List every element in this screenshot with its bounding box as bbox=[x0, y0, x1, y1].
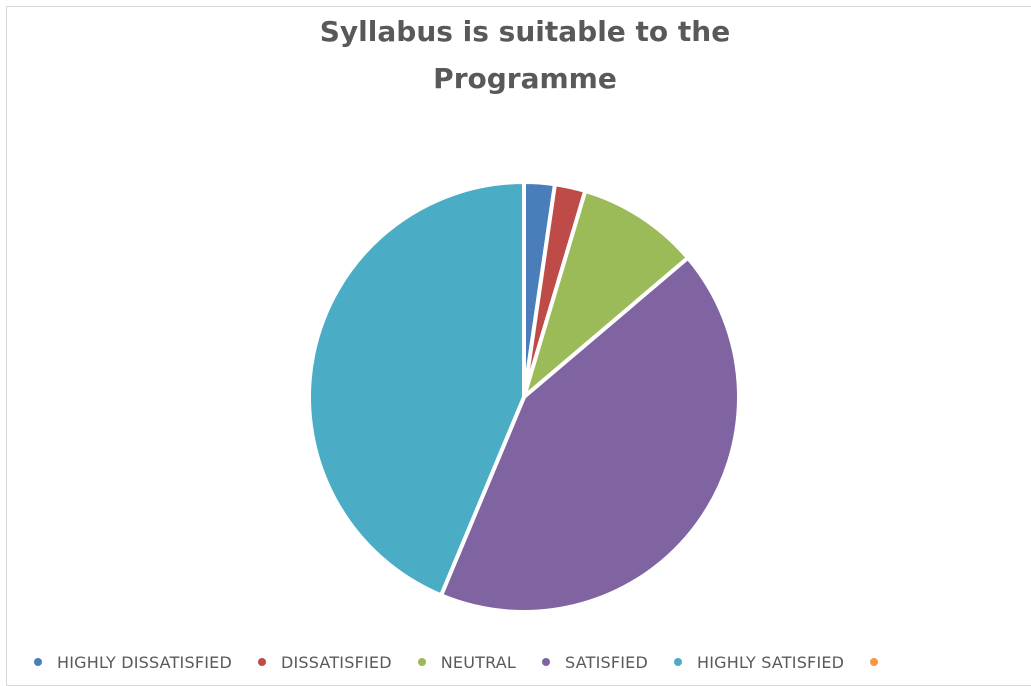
pie-slice-neutral bbox=[522, 188, 690, 399]
legend-label: NEUTRAL bbox=[440, 652, 517, 672]
legend-item-satisfied: SATISFIED bbox=[542, 653, 648, 672]
legend-item-highly-dissatisfied: HIGHLY DISSATISFIED bbox=[34, 653, 232, 672]
legend-marker bbox=[34, 658, 42, 666]
legend-label: DISSATISFIED bbox=[280, 652, 392, 672]
legend-item-dissatisfied: DISSATISFIED bbox=[257, 652, 392, 672]
legend-item-neutral: NEUTRAL bbox=[417, 652, 517, 672]
legend-item-highly-satisfied: HIGHLY SATISFIED bbox=[674, 653, 844, 672]
legend-label: HIGHLY SATISFIED bbox=[697, 652, 845, 672]
pie-slice-satisfied bbox=[439, 255, 741, 614]
legend-label: SATISFIED bbox=[565, 652, 649, 672]
legend-marker bbox=[542, 658, 551, 666]
pie-chart bbox=[306, 180, 741, 614]
legend-item-unlabeled bbox=[870, 658, 893, 666]
chart-title: Syllabus is suitable to the Programme bbox=[0, 8, 1031, 102]
legend-marker bbox=[417, 658, 426, 666]
pie-slice-highly-satisfied bbox=[306, 180, 526, 598]
chart-title-line-2: Programme bbox=[433, 62, 617, 95]
chart-title-line-1: Syllabus is suitable to the bbox=[319, 15, 731, 48]
chart-legend: HIGHLY DISSATISFIED DISSATISFIED NEUTRAL SA… bbox=[34, 651, 919, 673]
legend-marker bbox=[674, 658, 683, 666]
legend-label: HIGHLY DISSATISFIED bbox=[57, 652, 232, 672]
legend-marker bbox=[257, 658, 266, 666]
legend-marker bbox=[870, 658, 879, 666]
